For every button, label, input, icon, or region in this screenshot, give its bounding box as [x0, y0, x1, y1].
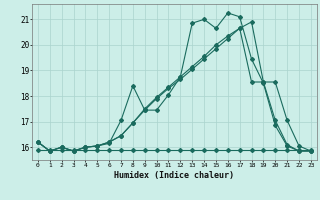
X-axis label: Humidex (Indice chaleur): Humidex (Indice chaleur) [115, 171, 234, 180]
